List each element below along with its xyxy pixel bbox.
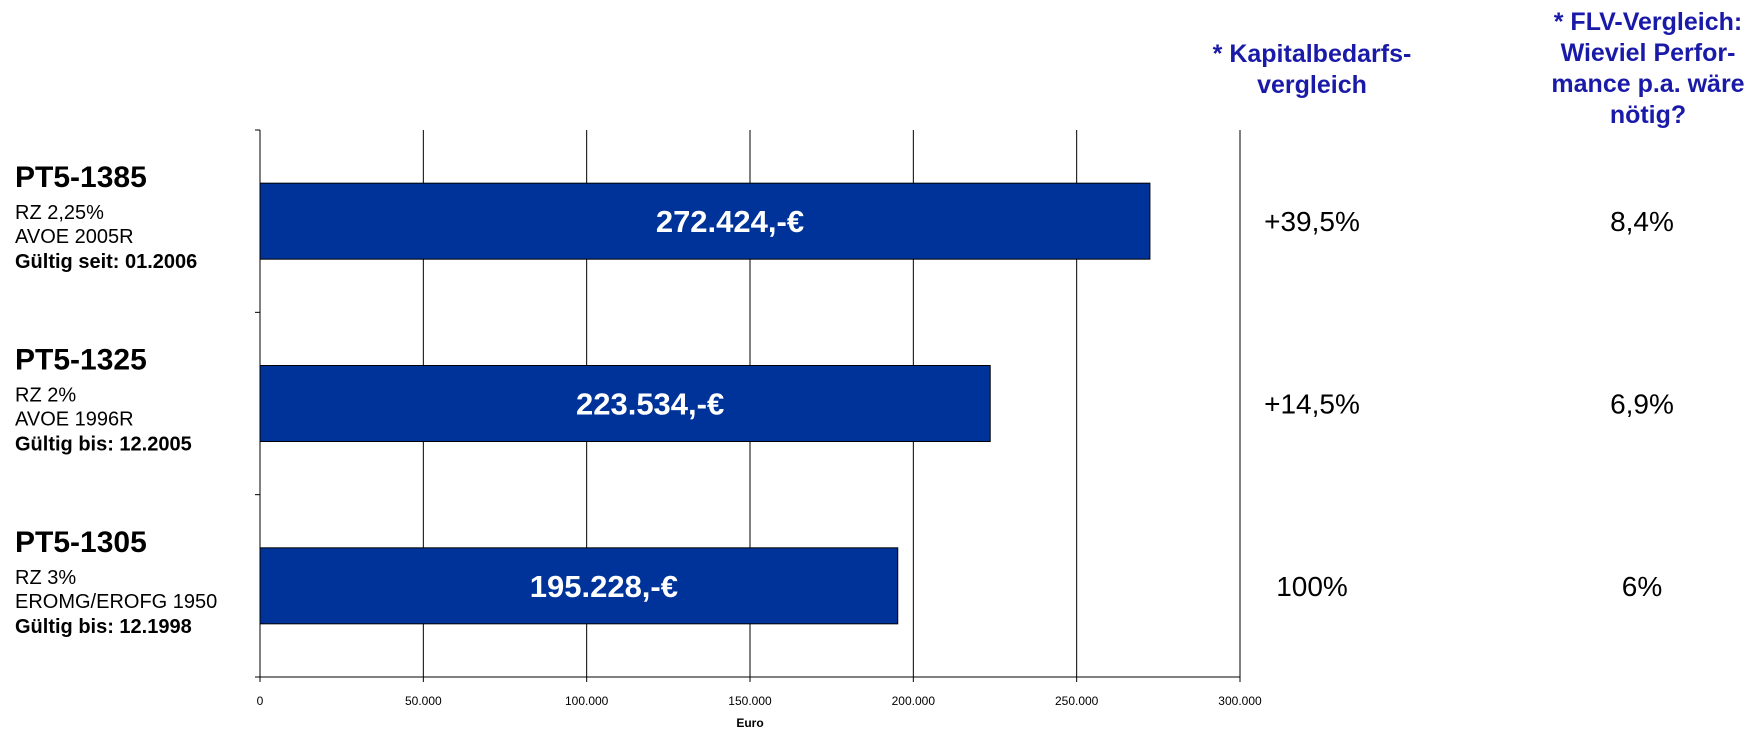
x-tick-label: 0: [257, 694, 264, 708]
category-detail: EROMG/EROFG 1950: [15, 591, 217, 613]
column-header: * FLV-Vergleich:: [1554, 8, 1742, 36]
category-detail: RZ 2%: [15, 385, 76, 407]
x-tick-label: 250.000: [1055, 694, 1099, 708]
bar: [259, 547, 899, 625]
comparison-value: 100%: [1276, 571, 1348, 602]
category-validity: Gültig seit: 01.2006: [15, 251, 197, 273]
comparison-value: +14,5%: [1264, 389, 1360, 420]
x-tick-labels: 0 50.000 100.000 150.000 200.000 250.000 300.0…: [257, 694, 1262, 708]
category-labels: PT5-1385 RZ 2,25%AVOE 2005R Gültig seit: 0…: [15, 161, 217, 638]
column-header: mance p.a. wäre: [1551, 70, 1744, 98]
category-detail: RZ 2,25%: [15, 202, 104, 224]
category-name: PT5-1325: [15, 344, 147, 377]
bar-data-label: 195.228,-€: [530, 569, 678, 604]
x-tick-label: 50.000: [405, 694, 442, 708]
column-header: nötig?: [1610, 101, 1686, 129]
category-validity: Gültig bis: 12.1998: [15, 616, 192, 638]
bar-data-label: 223.534,-€: [576, 387, 724, 422]
comparison-value: 6%: [1622, 571, 1662, 602]
bar-data-label: 272.424,-€: [656, 204, 804, 239]
category-name: PT5-1305: [15, 526, 147, 559]
column-header: Wieviel Perfor-: [1561, 39, 1736, 67]
x-axis-label: Euro: [736, 716, 763, 730]
x-tick-label: 300.000: [1218, 694, 1262, 708]
bar: [259, 365, 991, 442]
category-detail: AVOE 1996R: [15, 409, 134, 431]
x-tick-label: 100.000: [565, 694, 609, 708]
comparison-columns: +39,5% 8,4% +14,5% 6,9% 100% 6% * Kapitalbedar…: [1213, 8, 1745, 602]
category-detail: AVOE 2005R: [15, 226, 134, 248]
category-detail: RZ 3%: [15, 567, 76, 589]
x-tick-label: 150.000: [728, 694, 772, 708]
category-name: PT5-1385: [15, 161, 147, 194]
bar: [259, 182, 1151, 260]
category-validity: Gültig bis: 12.2005: [15, 434, 192, 456]
x-tick-label: 200.000: [892, 694, 936, 708]
comparison-value: 8,4%: [1610, 206, 1674, 237]
comparison-value: +39,5%: [1264, 206, 1360, 237]
column-header: vergleich: [1257, 71, 1367, 99]
column-header: * Kapitalbedarfs-: [1213, 40, 1412, 68]
bars: 272.424,-€ 223.534,-€ 195.228,-€: [259, 182, 1151, 625]
comparison-value: 6,9%: [1610, 389, 1674, 420]
